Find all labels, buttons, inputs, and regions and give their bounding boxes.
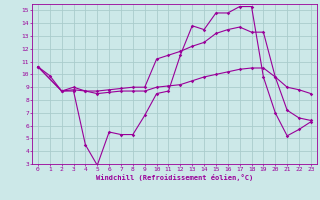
X-axis label: Windchill (Refroidissement éolien,°C): Windchill (Refroidissement éolien,°C) bbox=[96, 174, 253, 181]
